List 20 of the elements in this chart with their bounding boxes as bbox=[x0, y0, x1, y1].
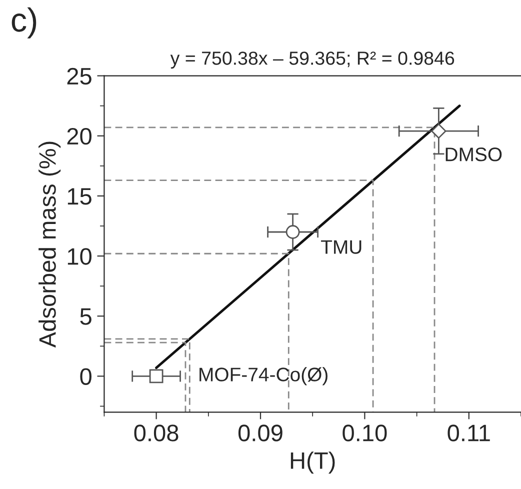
annotation: MOF-74-Co(Ø) bbox=[200, 367, 328, 386]
chart-title: y = 750.38x – 59.365; R² = 0.9846 bbox=[170, 52, 454, 69]
text: c) bbox=[12, 7, 36, 38]
x-tick-label: 0.10 bbox=[342, 424, 387, 442]
point bbox=[286, 225, 300, 239]
x-tick-label: 0.09 bbox=[238, 424, 282, 442]
y-tick-label: 5 bbox=[80, 308, 92, 325]
annotation: DMSO bbox=[446, 148, 502, 162]
y-axis-title: Adsorbed mass (%) bbox=[38, 142, 61, 348]
y-tick-label: 15 bbox=[68, 188, 92, 205]
y-tick-label: 10 bbox=[68, 248, 92, 265]
x-tick-label: 0.08 bbox=[134, 424, 178, 442]
point bbox=[149, 369, 164, 384]
y-tick-label: 20 bbox=[67, 128, 92, 145]
point bbox=[431, 123, 446, 139]
x-tick-label: 0.11 bbox=[448, 424, 490, 442]
y-tick-label: 0 bbox=[80, 368, 92, 385]
y-tick-label: 25 bbox=[67, 68, 92, 85]
x-axis-title: H(T) bbox=[290, 452, 335, 474]
annotation: TMU bbox=[321, 240, 362, 254]
